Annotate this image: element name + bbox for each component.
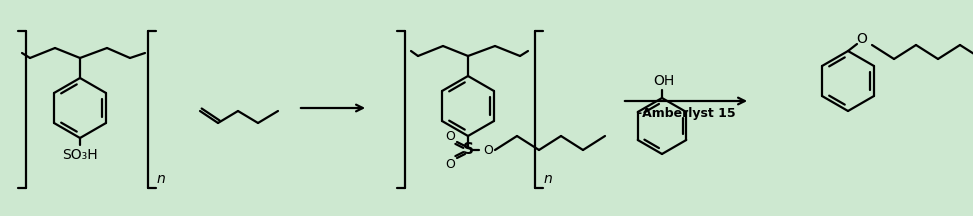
Text: n: n bbox=[544, 172, 553, 186]
Text: S: S bbox=[462, 143, 474, 157]
Text: O: O bbox=[856, 32, 868, 46]
Text: OH: OH bbox=[654, 74, 674, 88]
Text: O: O bbox=[445, 130, 455, 143]
Text: O: O bbox=[483, 143, 493, 157]
Text: SO₃H: SO₃H bbox=[62, 148, 98, 162]
Text: -Amberlyst 15: -Amberlyst 15 bbox=[636, 107, 736, 120]
Text: n: n bbox=[157, 172, 165, 186]
Text: O: O bbox=[445, 157, 455, 170]
